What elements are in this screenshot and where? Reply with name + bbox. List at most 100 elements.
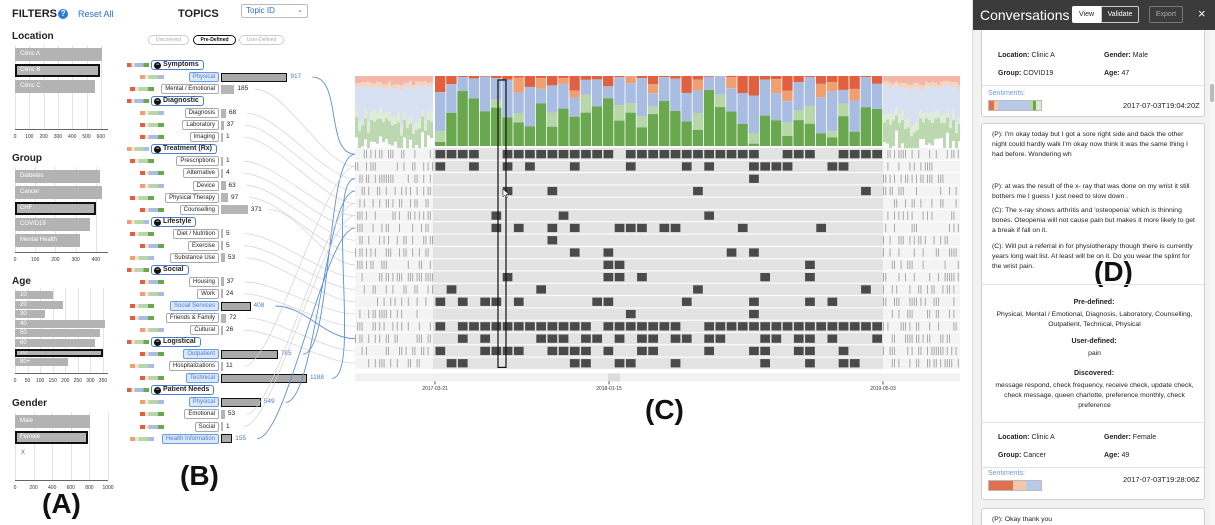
- topic-work[interactable]: Work: [197, 288, 219, 299]
- topic-physical[interactable]: Physical: [188, 72, 219, 83]
- topic-diagnosis[interactable]: Diagnosis: [184, 108, 219, 119]
- conversation-card[interactable]: (P): Okay thank you: [981, 508, 1205, 525]
- category-treatment-rx-[interactable]: − Treatment (Rx): [151, 144, 218, 155]
- topic-social[interactable]: Social: [194, 421, 219, 432]
- facet-bar-covid19[interactable]: COVID19: [15, 218, 90, 231]
- conversation-card[interactable]: Location: Clinic A Gender: Male Group: C…: [981, 30, 1206, 117]
- collapse-minus-icon[interactable]: −: [154, 98, 161, 106]
- collapse-minus-icon[interactable]: −: [154, 218, 161, 226]
- topic-friends-family[interactable]: Friends & Family: [165, 313, 219, 324]
- conversation-card[interactable]: (P): I'm okay today but I got a sore rig…: [981, 123, 1206, 500]
- facet-bar-female[interactable]: Female: [15, 431, 89, 444]
- topic-social-services[interactable]: Social Services: [169, 301, 219, 311]
- timeline-matrix[interactable]: [355, 76, 961, 396]
- topic-emotional[interactable]: Emotional: [184, 409, 219, 420]
- topic-count-bar[interactable]: [221, 325, 223, 335]
- topic-device[interactable]: Device: [192, 180, 219, 191]
- topic-count-bar[interactable]: [221, 132, 223, 142]
- facet-bar-clinic-c[interactable]: Clinic C: [15, 80, 96, 93]
- topic-diet-nutrition[interactable]: Diet / Nutrition: [172, 228, 219, 239]
- topic-hospitalizations[interactable]: Hospitalizations: [168, 361, 219, 372]
- facet-bar-80-[interactable]: 80+: [15, 358, 68, 367]
- topic-physical[interactable]: Physical: [188, 397, 219, 408]
- topic-substance-use[interactable]: Substance Use: [170, 252, 219, 263]
- facet-bar-30[interactable]: 30: [15, 310, 46, 319]
- conversation-list[interactable]: Location: Clinic A Gender: Male Group: C…: [973, 30, 1215, 525]
- topic-prescriptions[interactable]: Prescriptions: [176, 156, 219, 167]
- topic-count-bar[interactable]: [221, 373, 307, 383]
- collapse-minus-icon[interactable]: −: [154, 266, 161, 274]
- validate-button[interactable]: Validate: [1101, 6, 1139, 23]
- facet-bar-mental-health[interactable]: Mental Health: [15, 234, 80, 247]
- topic-imaging[interactable]: Imaging: [189, 132, 219, 143]
- topic-count-bar[interactable]: [221, 313, 227, 323]
- facet-bar-70[interactable]: 70: [15, 348, 103, 357]
- category-social[interactable]: − Social: [151, 264, 189, 275]
- topic-count-bar[interactable]: [221, 229, 223, 239]
- collapse-minus-icon[interactable]: −: [154, 146, 161, 154]
- topic-count-bar[interactable]: [221, 168, 223, 178]
- close-icon[interactable]: ×: [1198, 6, 1206, 21]
- topic-alternative[interactable]: Alternative: [182, 168, 219, 179]
- scrollbar[interactable]: [1209, 30, 1215, 525]
- category-diagnostic[interactable]: − Diagnostic: [151, 96, 204, 107]
- topic-laboratory[interactable]: Laboratory: [182, 120, 219, 131]
- help-icon[interactable]: ?: [58, 9, 69, 19]
- facet-bar-clinic-a[interactable]: Clinic A: [15, 48, 103, 61]
- facet-bar-20[interactable]: 20: [15, 300, 63, 309]
- topic-count-bar[interactable]: [221, 156, 223, 166]
- facet-bar-diabetes[interactable]: Diabetes: [15, 170, 100, 183]
- topic-technical[interactable]: Technical: [185, 373, 219, 384]
- collapse-minus-icon[interactable]: −: [154, 62, 161, 69]
- topic-count-bar[interactable]: [221, 84, 235, 94]
- facet-bar-male[interactable]: Male: [15, 415, 91, 428]
- facet-bar-label[interactable]: X: [21, 450, 26, 456]
- topic-count-bar[interactable]: [221, 72, 288, 82]
- topic-count-bar[interactable]: [221, 205, 248, 215]
- topic-count-bar[interactable]: [221, 108, 226, 118]
- facet-bar-40[interactable]: 40: [15, 319, 106, 328]
- topic-cultural[interactable]: Cultural: [190, 325, 219, 336]
- collapse-minus-icon[interactable]: −: [154, 387, 161, 395]
- scrollbar-thumb[interactable]: [1210, 84, 1214, 102]
- category-symptoms[interactable]: − Symptoms: [151, 60, 204, 70]
- facet-bar-50[interactable]: 50: [15, 329, 101, 338]
- topic-count-bar[interactable]: [221, 301, 251, 311]
- reset-all-link[interactable]: Reset All: [78, 9, 114, 19]
- facet-bar-chf[interactable]: CHF: [15, 202, 96, 215]
- topic-count-bar[interactable]: [221, 349, 278, 359]
- topic-counselling[interactable]: Counselling: [179, 204, 219, 215]
- topic-mental-emotional[interactable]: Mental / Emotional: [161, 84, 219, 95]
- topic-outpatient[interactable]: Outpatient: [183, 349, 219, 360]
- topic-count-bar[interactable]: [221, 361, 223, 371]
- topic-physical-therapy[interactable]: Physical Therapy: [165, 192, 219, 203]
- topic-count-bar[interactable]: [221, 193, 229, 203]
- category-lifestyle[interactable]: − Lifestyle: [151, 216, 197, 227]
- topic-count-bar[interactable]: [221, 181, 226, 190]
- mode-user-defined[interactable]: User-Defined: [239, 35, 284, 45]
- facet-bar-cancer[interactable]: Cancer: [15, 186, 102, 199]
- topic-id-select[interactable]: Topic ID ⌄: [241, 4, 308, 18]
- topic-count-bar[interactable]: [221, 289, 223, 299]
- facet-bar-10[interactable]: 10: [15, 291, 53, 299]
- category-logistical[interactable]: − Logistical: [151, 337, 201, 348]
- topic-count-bar[interactable]: [221, 277, 224, 287]
- timeline-view[interactable]: 2017-03-21 2018-01-15 2019-05-03: [355, 76, 961, 396]
- topic-count-bar[interactable]: [221, 120, 224, 130]
- facet-bar-clinic-b[interactable]: Clinic B: [15, 64, 101, 77]
- collapse-minus-icon[interactable]: −: [154, 339, 161, 347]
- topic-count-bar[interactable]: [221, 241, 223, 251]
- topic-count-bar[interactable]: [221, 253, 225, 263]
- topic-count-bar[interactable]: [221, 409, 225, 419]
- topic-count-bar[interactable]: [221, 434, 233, 444]
- topic-health-information[interactable]: Health Information: [161, 433, 219, 444]
- mode-discovered[interactable]: Discovered: [148, 35, 189, 45]
- topic-housing[interactable]: Housing: [188, 276, 219, 287]
- topic-count-bar[interactable]: [221, 397, 261, 407]
- topic-count-bar[interactable]: [221, 422, 223, 431]
- export-button[interactable]: Export: [1149, 6, 1183, 23]
- mode-pre-defined[interactable]: Pre-Defined: [193, 35, 236, 45]
- topic-exercise[interactable]: Exercise: [187, 240, 219, 251]
- view-button[interactable]: View: [1072, 6, 1101, 23]
- facet-bar-60[interactable]: 60: [15, 339, 96, 347]
